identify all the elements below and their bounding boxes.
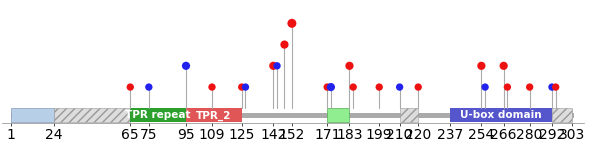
Text: TPR repeat: TPR repeat [126,110,191,120]
Point [323,86,332,88]
Text: TPR_2: TPR_2 [196,110,231,121]
Bar [186,108,242,122]
Point [375,86,384,88]
Point [551,86,560,88]
Point [207,86,217,88]
Bar [552,108,572,122]
Point [237,86,247,88]
Point [480,86,490,88]
Point [126,86,135,88]
Point [477,65,486,67]
Bar [130,108,186,122]
Point [349,86,358,88]
Point [287,22,297,25]
Point [525,86,535,88]
Bar [399,108,418,122]
Point [345,65,354,67]
Point [280,43,289,46]
Point [241,86,250,88]
Text: U-box domain: U-box domain [460,110,542,120]
Point [144,86,153,88]
Point [273,65,282,67]
Point [499,65,509,67]
Bar [11,108,54,122]
Bar [327,108,349,122]
Point [326,86,336,88]
Point [503,86,512,88]
Bar [450,108,552,122]
Point [395,86,404,88]
Point [548,86,557,88]
Point [181,65,191,67]
Point [414,86,423,88]
Point [268,65,278,67]
Bar [54,108,130,122]
Bar [11,113,574,118]
